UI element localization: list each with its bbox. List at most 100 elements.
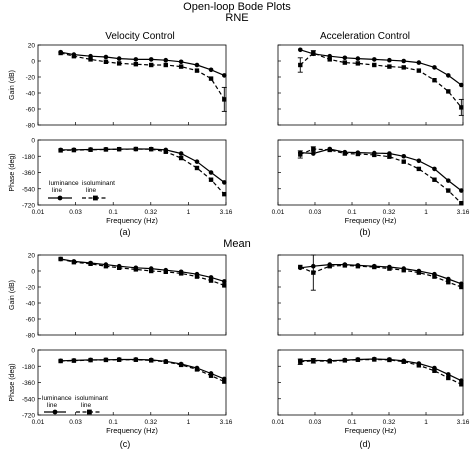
legend-dashed-marker [87,409,92,415]
data-point-isoluminant [208,373,214,378]
data-point-isoluminant [432,274,437,279]
legend-solid-label-line2: line [47,402,58,409]
y-tick-label: 0 [31,348,35,355]
panel-label-b: (b) [360,227,371,237]
data-point-isoluminant [222,283,227,288]
y-tick-label: -180 [22,364,35,371]
data-point-isoluminant [416,166,422,172]
y-tick-label: -80 [26,123,36,130]
data-point-isoluminant [298,152,303,157]
data-point-isoluminant [311,358,316,364]
panel-d-gain [277,254,464,336]
data-point-isoluminant [459,284,464,290]
data-point-isoluminant [71,54,77,59]
data-point-isoluminant [298,359,303,364]
data-point-luminance [416,158,422,164]
data-point-isoluminant [194,274,200,279]
series-line-luminance [300,148,462,192]
data-point-isoluminant [194,367,200,372]
x-tick-label: 0.03 [309,209,322,216]
data-point-isoluminant [163,62,168,68]
data-point-isoluminant [432,78,437,83]
data-point-isoluminant [71,260,77,265]
row-label-mean: Mean [223,238,251,250]
panel-label-c: (c) [120,439,131,449]
data-point-isoluminant [58,50,63,56]
x-axis-label: Frequency (Hz) [106,426,158,435]
data-point-isoluminant [459,105,464,110]
data-point-isoluminant [372,264,377,270]
legend-solid-marker [52,409,58,415]
data-point-isoluminant [208,278,214,283]
series-line-luminance [300,358,462,382]
data-point-isoluminant [103,59,109,64]
data-point-isoluminant [327,264,332,269]
series-line-isoluminant [299,52,462,108]
y-tick-label: 20 [28,253,36,260]
data-point-isoluminant [208,177,214,182]
data-point-luminance [297,47,303,53]
x-tick-label: 0.1 [347,209,356,216]
legend-dashed-label-line2: line [81,402,92,409]
x-tick-label: 3.16 [220,419,233,426]
data-point-luminance [178,59,184,65]
legend-solid-marker [57,195,63,201]
y-tick-label: -720 [22,203,35,210]
legend-solid-label-line1: luminance [42,395,72,402]
data-point-luminance [355,56,361,61]
data-point-isoluminant [103,264,109,269]
data-point-isoluminant [298,62,303,68]
data-point-isoluminant [387,64,392,69]
data-point-isoluminant [387,266,392,271]
x-tick-label: 0.32 [144,209,157,216]
data-point-isoluminant [355,264,361,269]
y-tick-label: -80 [26,333,36,340]
legend-dashed-label-line1: isoluminant [75,395,108,402]
data-point-luminance [103,54,109,60]
data-point-luminance [459,82,464,88]
data-point-isoluminant [355,151,361,157]
data-point-isoluminant [88,147,93,152]
data-point-luminance [116,56,122,61]
x-tick-label: 3.16 [220,209,233,216]
data-point-luminance [401,58,407,64]
x-tick-label: 1 [424,419,428,426]
data-point-isoluminant [149,268,154,274]
x-axis-label: Frequency (Hz) [106,216,158,225]
data-point-isoluminant [459,382,464,387]
x-tick-label: 3.16 [457,419,470,426]
y-tick-label: -60 [26,107,36,114]
data-point-luminance [178,151,184,156]
data-point-luminance [342,55,348,61]
series-line-isoluminant [60,359,225,383]
axes-frame [277,349,464,416]
data-point-luminance [432,166,437,172]
y-tick-label: -360 [22,380,35,387]
axes-frame [277,44,464,126]
y-axis-label: Phase (deg) [9,153,16,191]
data-point-isoluminant [446,280,451,285]
data-point-isoluminant [208,76,214,81]
series-line-isoluminant [60,148,225,195]
data-point-luminance [222,180,227,185]
data-point-isoluminant [178,362,184,368]
axes-frame [277,254,464,336]
data-point-luminance [222,279,227,284]
data-point-isoluminant [401,65,406,70]
y-tick-label: -540 [22,186,35,193]
series-line-isoluminant [300,264,462,288]
legend-bottom: luminance line isoluminant line [42,395,108,415]
data-point-isoluminant [372,152,377,158]
data-point-isoluminant [222,97,227,102]
data-point-isoluminant [342,151,348,156]
legend-dashed-label-line2: line [86,187,97,194]
data-point-isoluminant [103,357,109,363]
x-tick-label: 0.03 [69,209,82,216]
data-point-isoluminant [401,359,406,364]
data-point-luminance [459,188,464,193]
data-point-isoluminant [88,57,93,62]
data-point-isoluminant [327,359,332,364]
data-point-luminance [432,65,437,70]
column-title-acceleration: Acceleration Control [320,31,410,42]
